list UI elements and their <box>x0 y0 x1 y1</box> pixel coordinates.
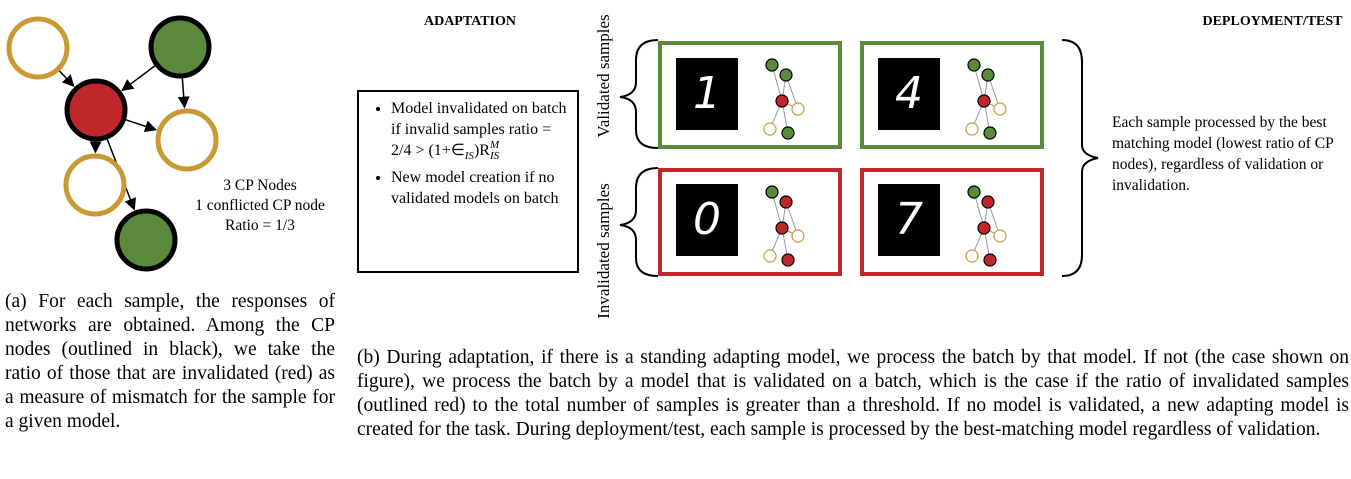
node <box>984 127 996 139</box>
node <box>780 196 792 208</box>
digit-image: 4 <box>878 58 940 130</box>
node <box>780 69 792 81</box>
caption-a: (a) For each sample, the responses of ne… <box>5 290 335 434</box>
node <box>764 123 776 135</box>
node-label: 3 CP Nodes <box>190 176 330 196</box>
node <box>782 127 794 139</box>
caption-b: (b) During adaptation, if there is a sta… <box>357 346 1349 442</box>
node-label: 1 conflicted CP node <box>190 196 330 216</box>
node <box>792 103 804 115</box>
node <box>151 18 209 76</box>
digit: 1 <box>676 58 738 130</box>
node <box>766 59 778 71</box>
node <box>776 222 788 234</box>
edge <box>125 120 155 130</box>
bullet: Model invalidated on batch if invalid sa… <box>391 98 569 167</box>
mini-graph <box>764 59 804 139</box>
node <box>117 211 175 269</box>
node <box>776 95 788 107</box>
bullet: New model creation if no validated model… <box>391 167 569 209</box>
node <box>766 186 778 198</box>
node-labels: 3 CP Nodes 1 conflicted CP node Ratio = … <box>190 176 330 236</box>
node <box>966 250 978 262</box>
edge <box>59 71 73 86</box>
node <box>9 19 67 77</box>
node <box>978 95 990 107</box>
node <box>782 254 794 266</box>
row-label: Invalidated samples <box>594 171 616 331</box>
node <box>966 123 978 135</box>
node-label: Ratio = 1/3 <box>190 216 330 236</box>
digit: 7 <box>878 184 940 256</box>
digit: 0 <box>676 184 738 256</box>
edge <box>182 78 184 107</box>
formula-part: (1+∈ <box>428 142 464 159</box>
mini-graph <box>966 59 1006 139</box>
node <box>982 196 994 208</box>
node <box>984 254 996 266</box>
node <box>978 222 990 234</box>
mini-graph <box>966 186 1006 266</box>
node <box>66 156 124 214</box>
digit-image: 0 <box>676 184 738 256</box>
node <box>994 103 1006 115</box>
page: {"panel_a": {"node_labels": ["3 CP Nodes… <box>0 0 1351 479</box>
node <box>982 69 994 81</box>
formula-part: )R <box>474 142 490 159</box>
formula-part: IS <box>490 151 499 162</box>
node <box>764 250 776 262</box>
digit: 4 <box>878 58 940 130</box>
heading: DEPLOYMENT/TEST <box>1200 14 1345 30</box>
rules-box: Model invalidated on batch if invalid sa… <box>357 90 579 273</box>
heading: ADAPTATION <box>400 14 540 30</box>
cp-graph <box>9 18 216 269</box>
node <box>968 186 980 198</box>
node <box>158 111 216 169</box>
node <box>968 59 980 71</box>
edge <box>122 66 155 91</box>
digit-image: 7 <box>878 184 940 256</box>
node <box>792 230 804 242</box>
formula-part: IS <box>465 150 474 162</box>
node <box>67 81 125 139</box>
digit-image: 1 <box>676 58 738 130</box>
row-label: Validated samples <box>594 0 616 156</box>
mini-graph <box>764 186 804 266</box>
deployment-note: Each sample processed by the best matchi… <box>1112 112 1350 196</box>
node <box>994 230 1006 242</box>
